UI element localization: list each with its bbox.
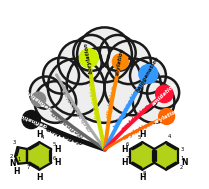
Circle shape <box>31 92 46 106</box>
Text: H: H <box>13 167 20 176</box>
Circle shape <box>130 58 166 94</box>
Circle shape <box>139 65 158 84</box>
Text: H: H <box>121 145 128 153</box>
Text: silylation: silylation <box>115 47 125 76</box>
Text: 5: 5 <box>138 135 141 140</box>
Circle shape <box>147 77 179 109</box>
Circle shape <box>104 59 161 115</box>
Text: H: H <box>139 130 145 139</box>
Text: halogenation: halogenation <box>136 55 161 93</box>
Circle shape <box>100 35 136 71</box>
Text: H: H <box>36 130 43 139</box>
Text: halogenation: halogenation <box>112 85 142 130</box>
Polygon shape <box>15 147 27 164</box>
Text: olefination: olefination <box>45 124 84 145</box>
Circle shape <box>48 59 104 115</box>
Text: H: H <box>139 173 145 182</box>
Circle shape <box>22 111 40 129</box>
Text: H: H <box>121 158 128 167</box>
Text: amidation: amidation <box>121 103 152 133</box>
Text: 3: 3 <box>181 146 184 152</box>
Text: 1: 1 <box>17 157 20 162</box>
Circle shape <box>77 27 132 82</box>
Text: H: H <box>54 158 60 167</box>
Circle shape <box>156 85 173 103</box>
Text: H: H <box>36 173 43 182</box>
Circle shape <box>73 35 109 71</box>
Text: arylation: arylation <box>122 120 154 141</box>
Polygon shape <box>27 142 51 170</box>
Circle shape <box>112 54 128 70</box>
Text: olefination: olefination <box>50 109 86 138</box>
Text: 1: 1 <box>180 156 184 161</box>
Polygon shape <box>130 142 154 170</box>
Circle shape <box>43 58 79 94</box>
Text: N: N <box>9 159 16 168</box>
Text: 2: 2 <box>10 154 13 159</box>
Text: N: N <box>181 158 187 167</box>
Text: 4: 4 <box>167 134 171 139</box>
Circle shape <box>34 81 76 123</box>
Circle shape <box>159 108 175 124</box>
Text: 7: 7 <box>26 165 30 170</box>
Text: silylation: silylation <box>106 84 118 119</box>
Circle shape <box>133 81 175 123</box>
Text: 6: 6 <box>125 142 129 147</box>
Text: amidation: amidation <box>151 81 177 106</box>
Text: 8: 8 <box>143 171 146 176</box>
Circle shape <box>79 49 98 67</box>
Text: olefination: olefination <box>15 111 48 128</box>
Circle shape <box>67 47 142 123</box>
Text: 7: 7 <box>125 156 129 161</box>
Text: arylation: arylation <box>153 108 180 125</box>
Polygon shape <box>154 142 178 170</box>
Text: borylation: borylation <box>84 42 94 74</box>
Text: 5: 5 <box>53 142 56 147</box>
Text: 6: 6 <box>53 156 56 161</box>
Circle shape <box>30 77 62 109</box>
Circle shape <box>107 41 151 84</box>
Text: borylation: borylation <box>88 81 101 119</box>
Text: 3: 3 <box>12 140 16 145</box>
Text: 4: 4 <box>41 135 44 140</box>
Text: H: H <box>54 145 60 153</box>
Text: carbonylation: carbonylation <box>61 86 94 133</box>
Text: olefination: olefination <box>24 87 53 111</box>
Text: 2: 2 <box>180 166 183 170</box>
Circle shape <box>58 41 102 84</box>
